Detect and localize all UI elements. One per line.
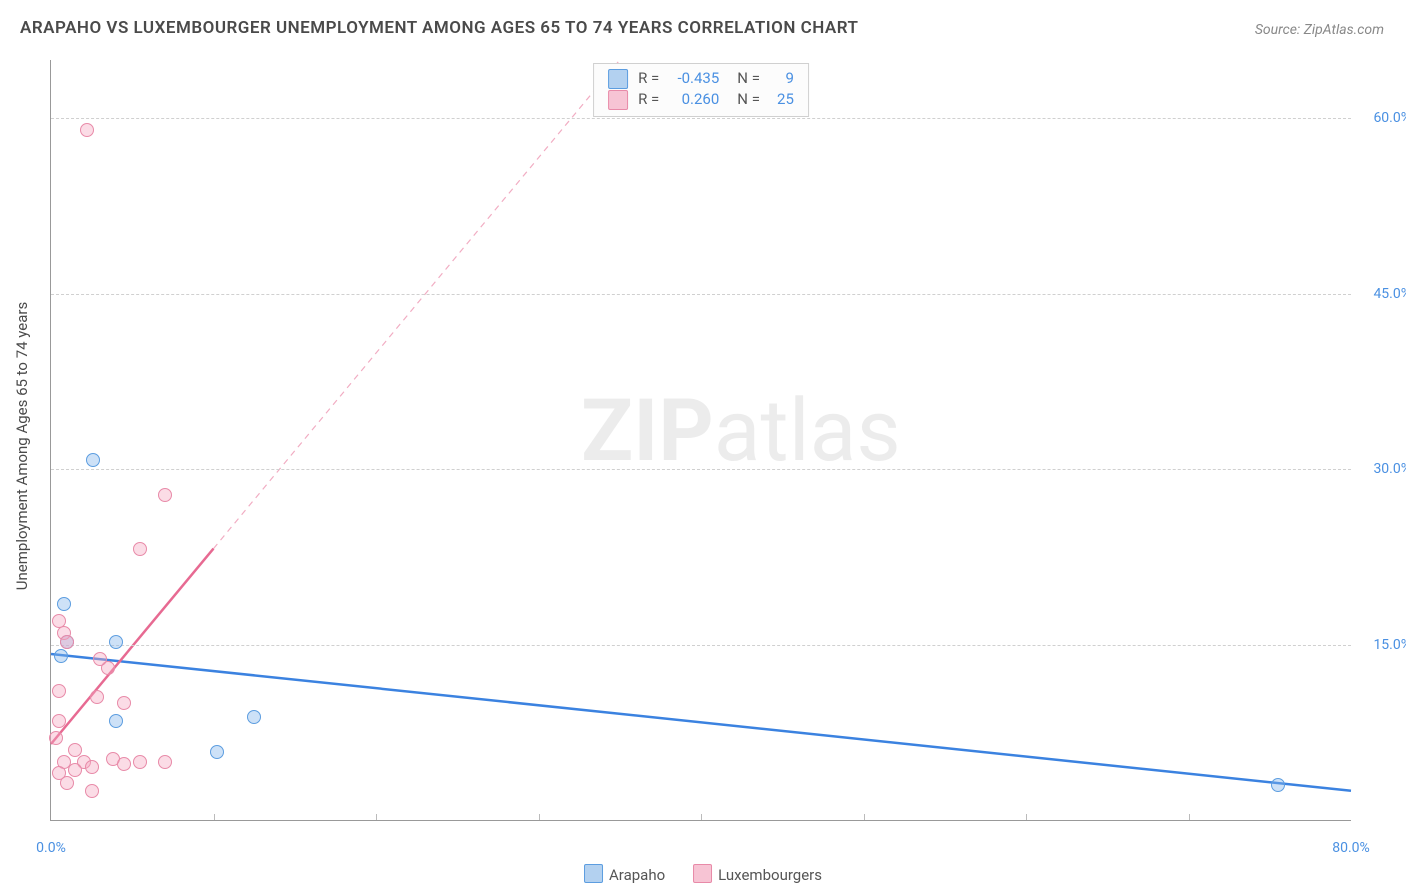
x-minor-tick <box>376 814 377 820</box>
data-point <box>109 714 123 728</box>
y-tick-label: 30.0% <box>1373 461 1406 477</box>
legend-stat-row: R = 0.260 N = 25 <box>608 89 794 110</box>
data-point <box>133 542 147 556</box>
data-point <box>49 731 63 745</box>
x-minor-tick <box>1026 814 1027 820</box>
x-minor-tick <box>701 814 702 820</box>
gridline-h <box>51 469 1351 470</box>
legend-r-label: R = <box>638 89 659 110</box>
legend-swatch <box>584 864 603 883</box>
legend-r-value: -0.435 <box>669 68 719 89</box>
regression-line-extrapolated <box>214 60 620 549</box>
y-tick-label: 15.0% <box>1373 637 1406 653</box>
data-point <box>80 123 94 137</box>
data-point <box>158 488 172 502</box>
source-label: Source: ZipAtlas.com <box>1255 22 1384 38</box>
legend-n-value: 9 <box>770 68 794 89</box>
data-point <box>1271 778 1285 792</box>
legend-n-value: 25 <box>770 89 794 110</box>
data-point <box>52 714 66 728</box>
data-point <box>247 710 261 724</box>
data-point <box>85 760 99 774</box>
legend-swatch <box>693 864 712 883</box>
x-minor-tick <box>214 814 215 820</box>
x-minor-tick <box>864 814 865 820</box>
data-point <box>93 652 107 666</box>
x-minor-tick <box>1189 814 1190 820</box>
legend-r-label: R = <box>638 68 659 89</box>
data-point <box>117 696 131 710</box>
scatter-plot: ZIPatlas R =-0.435N =9R =0.260N =25 15.0… <box>50 60 1351 821</box>
x-minor-tick <box>539 814 540 820</box>
data-point <box>133 755 147 769</box>
legend-item: Arapaho <box>584 864 665 884</box>
gridline-h <box>51 294 1351 295</box>
legend-n-label: N = <box>737 89 760 110</box>
regression-lines <box>51 60 1351 820</box>
data-point <box>109 635 123 649</box>
legend-series: Arapaho Luxembourgers <box>584 864 822 884</box>
y-tick-label: 60.0% <box>1373 110 1406 126</box>
x-tick-label: 80.0% <box>1332 840 1370 856</box>
y-tick-label: 45.0% <box>1373 286 1406 302</box>
data-point <box>54 649 68 663</box>
legend-swatch <box>608 90 628 110</box>
data-point <box>52 684 66 698</box>
data-point <box>52 766 66 780</box>
legend-item: Luxembourgers <box>693 864 822 884</box>
data-point <box>210 745 224 759</box>
data-point <box>117 757 131 771</box>
legend-stats: R = -0.435 N = 9 R = 0.260 N = 25 <box>593 63 809 117</box>
data-point <box>57 597 71 611</box>
y-axis-label: Unemployment Among Ages 65 to 74 years <box>13 266 31 626</box>
legend-swatch <box>608 69 628 89</box>
legend-r-value: 0.260 <box>669 89 719 110</box>
data-point <box>90 690 104 704</box>
gridline-h <box>51 118 1351 119</box>
data-point <box>85 784 99 798</box>
x-tick-label: 0.0% <box>36 840 66 856</box>
regression-line <box>51 549 214 744</box>
data-point <box>60 635 74 649</box>
gridline-h <box>51 645 1351 646</box>
data-point <box>158 755 172 769</box>
data-point <box>68 763 82 777</box>
data-point <box>86 453 100 467</box>
legend-stat-row: R = -0.435 N = 9 <box>608 68 794 89</box>
regression-line <box>51 654 1351 791</box>
legend-n-label: N = <box>737 68 760 89</box>
chart-title: ARAPAHO VS LUXEMBOURGER UNEMPLOYMENT AMO… <box>20 18 859 38</box>
